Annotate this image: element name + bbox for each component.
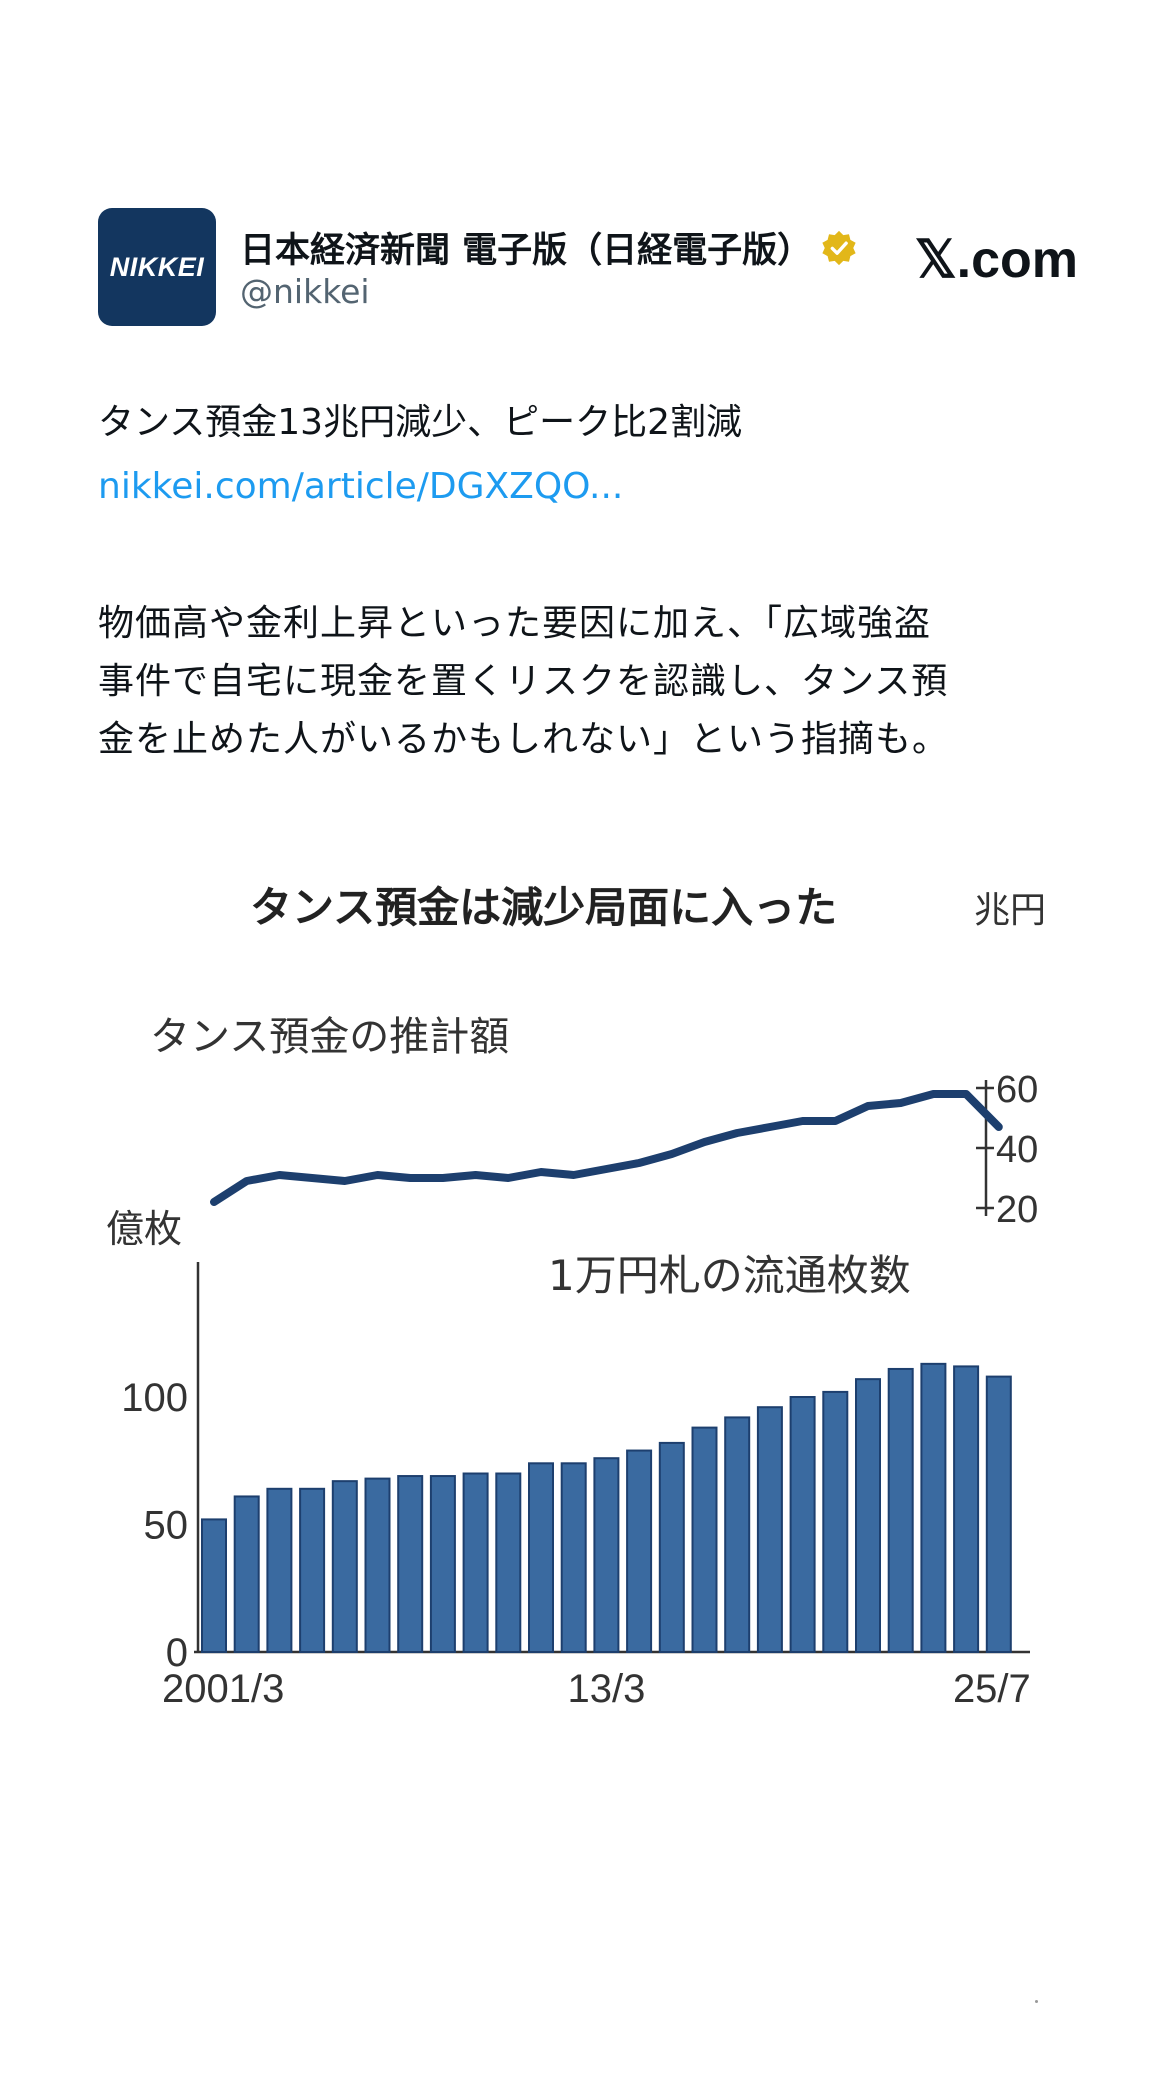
bar [789,1396,816,1653]
tweet-header: NIKKEI 日本経済新聞 電子版（日経電子版） @nikkei 𝕏.com [98,208,1078,326]
line-point [834,1120,836,1122]
line-point [998,1126,1000,1128]
bar [429,1475,456,1653]
chart-image[interactable]: タンス預金は減少局面に入った 兆円 20 40 60 タンス預金の推計額億枚 0 50 100 1… [98,860,1058,1740]
line-point [736,1132,738,1134]
bar-x-tick-label: 13/3 [567,1667,645,1711]
line-y-tick-label: 60 [996,1069,1038,1111]
line-point [409,1177,411,1179]
line-point [932,1093,934,1095]
x-logo-icon: 𝕏.com [914,231,1078,289]
line-point [671,1153,673,1155]
article-link[interactable]: nikkei.com/article/DGXZQO... [98,466,624,507]
bar [691,1426,718,1653]
line-point [573,1174,575,1176]
avatar-logo-text: NIKKEI [109,251,205,282]
bar-x-tick-label: 25/7 [953,1667,1031,1711]
line-point [540,1171,542,1173]
footer-dot [1035,2000,1038,2003]
tweet-body: 物価高や金利上昇といった要因に加え、「広域強盗 事件で自宅に現金を置くリスクを認… [98,595,1078,769]
line-point [377,1174,378,1176]
bar-y-tick-label: 100 [121,1376,188,1420]
bar [364,1477,391,1653]
bar [920,1362,947,1653]
tweet-headline: タンス預金13兆円減少、ピーク比2割減 [98,402,742,443]
verified-badge-icon [822,230,856,265]
bar [756,1406,783,1654]
tweet-body-line: 金を止めた人がいるかもしれない」という指摘も。 [98,719,950,760]
bar [495,1472,522,1653]
line-y-tick-label: 40 [996,1129,1038,1171]
line-point [311,1177,313,1179]
bar [822,1390,849,1654]
bar [855,1378,881,1654]
bar [233,1495,260,1654]
line-point [213,1201,215,1203]
line-unit-label: 兆円 [974,890,1046,931]
line-point [867,1105,869,1107]
line-point [442,1177,444,1179]
display-name[interactable]: 日本経済新聞 電子版（日経電子版） [240,231,813,271]
tweet-body-line: 物価高や金利上昇といった要因に加え、「広域強盗 [98,603,932,644]
bar [985,1375,1012,1653]
bar [299,1487,326,1653]
bar [560,1462,587,1653]
line-point [278,1174,280,1176]
line-point [769,1126,771,1128]
line-series-path [210,1090,1003,1206]
bar [201,1518,227,1654]
bar-y-tick-label: 0 [166,1631,188,1675]
avatar[interactable]: NIKKEI [98,208,216,326]
line-point [475,1174,477,1176]
tweet-body-line: 事件で自宅に現金を置くリスクを認識し、タンス預 [98,661,949,702]
line-point [246,1180,248,1182]
line-point [605,1168,607,1170]
bar [266,1487,293,1653]
bar [953,1365,980,1653]
chart-title: タンス預金は減少局面に入った [250,883,837,932]
bar [462,1472,489,1653]
name-row: 日本経済新聞 電子版（日経電子版） [240,222,858,273]
line-point [344,1180,346,1182]
line-series-label: タンス預金の推計額 [150,1014,509,1060]
bar [658,1441,685,1654]
line-point [704,1141,705,1143]
bar-series-label: 1万円札の流通枚数 [548,1251,911,1300]
line-point [802,1120,804,1122]
bar [887,1367,914,1653]
bar-y-tick-label: 50 [144,1504,189,1548]
bar [397,1475,424,1653]
line-point [638,1162,640,1164]
bar-x-tick-label: 2001/3 [162,1667,284,1711]
line-y-tick-label: 20 [996,1189,1038,1231]
bar [528,1462,554,1653]
bar [724,1416,751,1654]
line-point [965,1093,967,1095]
bar [593,1457,620,1654]
bar-unit-label: 億枚 [106,1207,182,1251]
user-handle[interactable]: @nikkei [240,272,370,311]
line-point [507,1177,509,1179]
bar [626,1449,653,1653]
line-point [900,1102,902,1104]
bar [331,1480,358,1654]
